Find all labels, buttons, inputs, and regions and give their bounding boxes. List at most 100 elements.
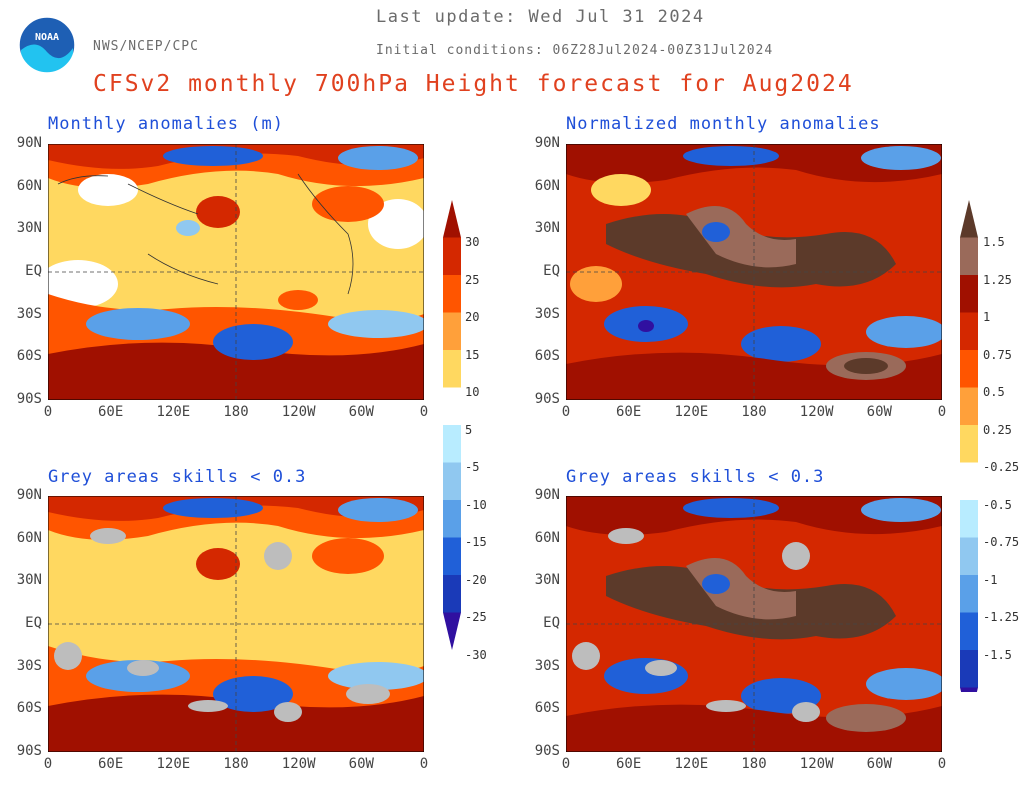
map-skill-normalized bbox=[565, 495, 946, 753]
lon-tick-label: 120E bbox=[674, 404, 709, 420]
colorbar-swatch bbox=[443, 425, 461, 463]
map-normalized bbox=[565, 143, 946, 401]
lon-tick-label: 0 bbox=[43, 756, 53, 772]
colorbar-label: 5 bbox=[465, 422, 473, 437]
colorbar-right bbox=[960, 200, 978, 725]
lat-tick-label: 90S bbox=[534, 743, 560, 759]
map-panel-normalized bbox=[565, 143, 946, 404]
map-panel-skill-anomalies bbox=[47, 495, 428, 756]
lon-tick-label: 60E bbox=[98, 404, 124, 420]
colorbar-swatch bbox=[443, 312, 461, 350]
colorbar-swatch bbox=[443, 500, 461, 538]
lon-tick-label: 180 bbox=[741, 756, 767, 772]
colorbar-label: 0.75 bbox=[983, 347, 1012, 362]
lat-tick-label: 60N bbox=[534, 177, 560, 194]
colorbar-label: 20 bbox=[465, 310, 480, 324]
lat-tick-label: EQ bbox=[543, 263, 560, 279]
initial-conditions: Initial conditions: 06Z28Jul2024-00Z31Ju… bbox=[376, 43, 774, 58]
lat-tick-label: 90N bbox=[16, 135, 42, 151]
colorbar-label: -1.25 bbox=[983, 610, 1020, 624]
lat-tick-label: 30N bbox=[534, 220, 560, 237]
lat-tick-label: 90S bbox=[16, 391, 42, 407]
colorbar-left bbox=[443, 200, 461, 696]
colorbar-swatch bbox=[960, 237, 978, 275]
colorbar-swatch bbox=[960, 650, 978, 688]
colorbar-swatch bbox=[443, 575, 461, 613]
map-anomalies bbox=[38, 143, 428, 401]
map-panel-skill-normalized bbox=[565, 495, 946, 756]
colorbar-swatch bbox=[960, 275, 978, 313]
lat-tick-label: 90S bbox=[16, 743, 42, 759]
lat-tick-label: 90N bbox=[16, 487, 42, 503]
lat-tick-label: 30S bbox=[16, 305, 42, 322]
colorbar-label: -30 bbox=[465, 647, 487, 662]
lon-tick-label: 180 bbox=[223, 756, 249, 772]
colorbar-label: -5 bbox=[465, 460, 480, 474]
lon-tick-label: 120W bbox=[799, 756, 834, 772]
lon-tick-label: 120E bbox=[674, 756, 709, 772]
colorbar-left-svg bbox=[443, 200, 461, 650]
logo-text: NOAA bbox=[35, 32, 59, 43]
colorbar-bottom-arrow bbox=[960, 687, 978, 725]
colorbar-label: 25 bbox=[465, 272, 480, 287]
colorbar-right-svg bbox=[960, 200, 978, 725]
colorbar-swatch bbox=[443, 537, 461, 575]
colorbar-swatch bbox=[443, 275, 461, 313]
lon-tick-label: 120E bbox=[156, 404, 191, 420]
lon-tick-label: 0 bbox=[937, 404, 947, 420]
colorbar-label: -1 bbox=[983, 572, 998, 587]
colorbar-label: 0.5 bbox=[983, 385, 1005, 399]
lon-tick-label: 0 bbox=[561, 756, 571, 772]
colorbar-label: -1.5 bbox=[983, 647, 1012, 662]
lon-tick-label: 120W bbox=[281, 756, 316, 772]
lon-tick-label: 180 bbox=[741, 404, 767, 420]
lat-tick-label: 90N bbox=[534, 487, 560, 503]
panel-title-skill-anomalies: Grey areas skills < 0.3 bbox=[48, 467, 307, 487]
lon-tick-label: 120E bbox=[156, 756, 191, 772]
agency-label: NWS/NCEP/CPC bbox=[93, 39, 199, 54]
colorbar-swatch bbox=[443, 462, 461, 500]
lon-tick-label: 120W bbox=[799, 404, 834, 420]
panel-title-anomalies: Monthly anomalies (m) bbox=[48, 114, 284, 134]
lat-tick-label: 60S bbox=[534, 700, 560, 717]
lat-tick-label: 30S bbox=[16, 657, 42, 674]
lat-tick-label: 60S bbox=[16, 700, 42, 717]
colorbar-neutral-swatch bbox=[960, 462, 978, 500]
lon-tick-label: 0 bbox=[561, 404, 571, 420]
colorbar-swatch bbox=[960, 612, 978, 650]
colorbar-bottom-arrow bbox=[443, 612, 461, 650]
lon-tick-label: 0 bbox=[419, 404, 429, 420]
colorbar-swatch bbox=[960, 500, 978, 538]
colorbar-top-arrow bbox=[960, 200, 978, 238]
page-title: CFSv2 monthly 700hPa Height forecast for… bbox=[93, 71, 854, 97]
colorbar-label: -15 bbox=[465, 535, 487, 549]
lon-tick-label: 60E bbox=[616, 756, 642, 772]
map-skill-anomalies bbox=[47, 495, 428, 753]
lat-tick-label: 30S bbox=[534, 657, 560, 674]
map-panel-anomalies bbox=[38, 143, 428, 404]
colorbar-label: -0.25 bbox=[983, 460, 1020, 474]
colorbar-label: 30 bbox=[465, 235, 480, 249]
lon-tick-label: 60E bbox=[98, 756, 124, 772]
colorbar-swatch bbox=[960, 575, 978, 613]
colorbar-swatch bbox=[960, 312, 978, 350]
colorbar-swatch bbox=[960, 350, 978, 388]
lat-tick-label: 60N bbox=[16, 177, 42, 194]
lon-tick-label: 60E bbox=[616, 404, 642, 420]
lon-tick-label: 60W bbox=[348, 404, 374, 420]
colorbar-swatch bbox=[443, 350, 461, 388]
lon-tick-label: 60W bbox=[866, 756, 892, 772]
lon-tick-label: 120W bbox=[281, 404, 316, 420]
colorbar-label: 15 bbox=[465, 347, 480, 362]
colorbar-swatch bbox=[960, 425, 978, 463]
colorbar-label: 1 bbox=[983, 310, 991, 324]
lat-tick-label: 90S bbox=[534, 391, 560, 407]
lon-tick-label: 0 bbox=[419, 756, 429, 772]
lat-tick-label: 60N bbox=[534, 529, 560, 546]
lat-tick-label: 30S bbox=[534, 305, 560, 322]
colorbar-top-arrow bbox=[443, 200, 461, 238]
colorbar-label: -10 bbox=[465, 497, 487, 512]
colorbar-label: 1.5 bbox=[983, 235, 1005, 249]
lat-tick-label: 60S bbox=[534, 348, 560, 365]
colorbar-label: -0.5 bbox=[983, 497, 1012, 512]
